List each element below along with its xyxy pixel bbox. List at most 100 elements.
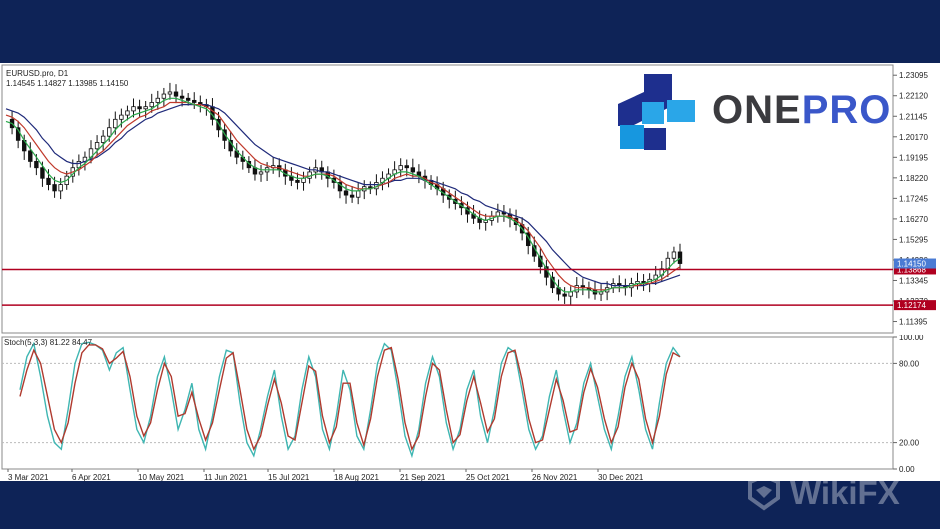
candle <box>192 92 197 109</box>
candle-body <box>258 171 264 175</box>
price-chart: 1.23095 1.22120 1.21145 1.20170 1.19195 1.182… <box>1 64 936 334</box>
candle-body <box>52 184 57 192</box>
candle-body <box>192 99 197 103</box>
candle <box>398 158 403 178</box>
candle <box>677 243 683 271</box>
x-axis-date-label: 25 Oct 2021 <box>466 473 510 481</box>
chart-symbol: EURUSD.pro, D1 <box>6 69 69 78</box>
wikifx-watermark: WikiFX <box>744 472 924 512</box>
candle <box>137 99 142 117</box>
wikifx-logo-icon <box>748 473 780 511</box>
onepro-logo: ONEPRO <box>612 70 897 155</box>
candle <box>258 165 264 182</box>
candle <box>125 105 130 121</box>
candle <box>671 246 677 264</box>
stoch-header: Stoch(5,3,3) 81.22 84.47 <box>4 338 93 347</box>
candle <box>94 135 100 157</box>
candle <box>167 82 173 100</box>
candle <box>295 172 300 190</box>
price-y-tick-label: 1.11395 <box>899 318 928 327</box>
price-level-tag <box>894 264 936 275</box>
candle-body <box>568 291 573 297</box>
candle-body <box>107 127 112 137</box>
onepro-wordmark: ONEPRO <box>712 88 891 133</box>
chart-panel: 1.23095 1.22120 1.21145 1.20170 1.19195 1.182… <box>0 63 940 481</box>
candle <box>155 90 161 110</box>
candle-body <box>398 165 403 171</box>
stoch-signal-line <box>19 344 681 452</box>
candle-body <box>167 91 173 95</box>
candle <box>28 142 33 168</box>
candle-body <box>34 161 39 169</box>
candle-body <box>28 150 33 162</box>
candle-body <box>295 179 300 183</box>
candle-body <box>179 95 185 99</box>
candle <box>185 93 191 106</box>
candle <box>562 287 567 304</box>
candle-body <box>113 118 118 129</box>
candle <box>58 178 63 200</box>
candle-body <box>404 165 409 169</box>
candle <box>161 87 167 107</box>
x-axis-date-label: 3 Mar 2021 <box>8 473 49 481</box>
candle <box>149 93 154 113</box>
price-y-tick-label: 1.18220 <box>899 174 928 183</box>
price-y-tick-label: 1.16270 <box>899 215 928 224</box>
last-price-tag <box>894 258 936 269</box>
candle-body <box>173 91 179 97</box>
ma-mid-line <box>5 101 681 291</box>
x-axis-date-label: 6 Apr 2021 <box>72 473 111 481</box>
stoch-main-line <box>19 341 681 459</box>
candle-body <box>143 106 148 110</box>
candle-body <box>137 106 142 110</box>
candle-body <box>410 167 416 173</box>
candle <box>337 175 343 199</box>
stoch-y-tick-label: 100.00 <box>899 335 924 342</box>
price-y-tick-label: 1.15295 <box>899 235 928 244</box>
candle-body <box>677 251 683 264</box>
candle <box>131 98 136 118</box>
candle-body <box>574 285 579 293</box>
candle-body <box>46 177 51 185</box>
price-y-tick-label: 1.20170 <box>899 133 928 142</box>
candle-body <box>307 171 312 179</box>
price-level-tag-label: 1.12174 <box>897 301 926 310</box>
candle <box>343 184 349 204</box>
candle-body <box>349 194 355 198</box>
candle-body <box>40 167 45 179</box>
brand-pro: PRO <box>801 88 892 132</box>
brand-one: ONE <box>712 88 802 132</box>
stoch-y-tick-label: 20.00 <box>899 439 920 448</box>
x-axis-date-label: 15 Jul 2021 <box>268 473 310 481</box>
candle-body <box>562 293 567 297</box>
x-axis-date-label: 21 Sep 2021 <box>400 473 446 481</box>
price-y-tick-label: 1.22120 <box>899 92 928 101</box>
price-y-tick-label: 1.19195 <box>899 153 928 162</box>
candle-body <box>337 182 343 192</box>
candle-body <box>185 97 191 101</box>
x-axis-date-label: 18 Aug 2021 <box>334 473 379 481</box>
ma-slow-line <box>5 103 681 287</box>
price-level-tag-label: 1.13868 <box>897 265 926 274</box>
watermark-text: WikiFX <box>790 474 900 511</box>
candle-body <box>94 142 100 150</box>
candle-body <box>343 190 349 196</box>
price-y-tick-label: 1.13345 <box>899 276 928 285</box>
ma-fast-line <box>5 97 681 293</box>
candle <box>179 89 185 107</box>
price-y-tick-label: 1.23095 <box>899 71 928 80</box>
onepro-logo-icon <box>618 74 695 150</box>
stoch-y-tick-label: 0.00 <box>899 465 915 474</box>
candle-body <box>355 190 361 198</box>
x-axis-date-label: 11 Jun 2021 <box>204 473 248 481</box>
stoch-plot-area <box>1 336 894 470</box>
candle-body <box>58 184 63 192</box>
price-level-tag <box>894 300 936 311</box>
stoch-y-tick-label: 80.00 <box>899 359 920 368</box>
candle <box>349 186 355 203</box>
candle-body <box>671 251 677 259</box>
x-axis-date-label: 10 May 2021 <box>138 473 185 481</box>
last-price-tag-label: 1.14150 <box>897 260 926 269</box>
price-y-tick-label: 1.17245 <box>899 194 928 203</box>
candle <box>173 84 179 104</box>
